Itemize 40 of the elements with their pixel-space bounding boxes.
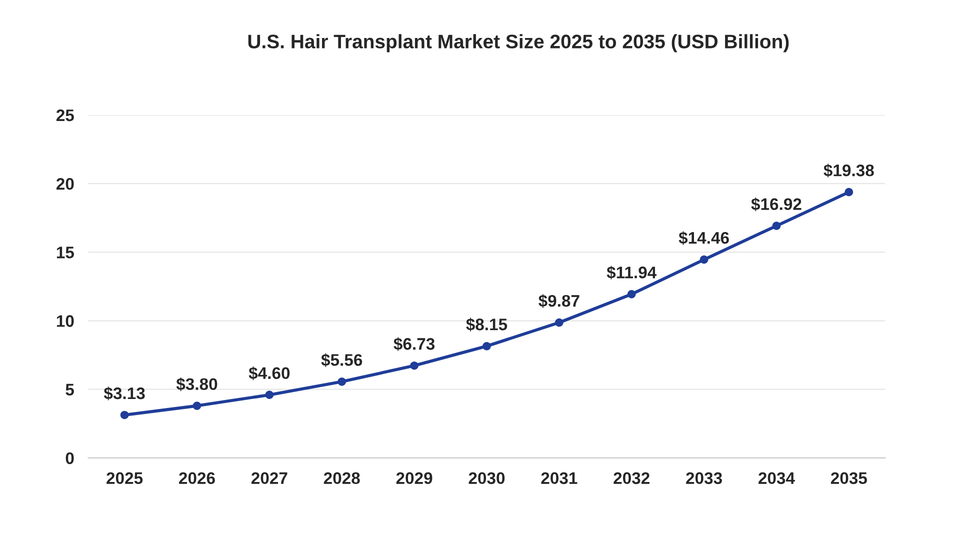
point [192,402,202,410]
y-tick-label: 0 [66,452,74,464]
point [627,290,636,298]
x-tick-label: 2032 [614,472,650,484]
point [844,188,854,196]
x-tick-label: 2028 [324,472,360,484]
x-tick-label: 2029 [396,472,432,484]
point [120,410,129,420]
data-label: $19.38 [824,164,874,178]
data-label: $3.80 [176,377,218,392]
point [410,361,418,370]
data-label: $3.13 [104,386,145,400]
y-tick-label: 20 [56,178,74,190]
x-tick-label: 2033 [686,472,722,484]
x-tick-label: 2034 [758,472,795,484]
y-tick-label: 15 [56,246,74,258]
x-tick-label: 2030 [468,472,505,484]
y-tick-label: 10 [56,315,74,327]
point [772,222,781,230]
x-tick-label: 2025 [106,472,143,484]
point [700,255,708,264]
y-tick-label: 5 [66,384,74,396]
data-label: $5.56 [321,353,362,367]
x-tick-label: 2035 [830,472,867,484]
y-tick-label: 25 [56,109,74,122]
point [338,377,346,386]
x-tick-label: 2027 [251,472,288,484]
point [265,390,274,399]
data-label: $16.92 [751,198,802,212]
point [554,318,564,327]
data-label: $6.73 [394,337,435,351]
data-label: $14.46 [678,231,729,245]
data-label: $9.87 [538,294,580,308]
x-tick-label: 2026 [179,472,215,484]
data-label: $8.15 [466,318,508,332]
point [482,342,491,350]
data-label: $4.60 [248,366,290,380]
data-label: $11.94 [606,266,657,280]
x-tick-label: 2031 [541,472,578,484]
chart-title: U.S. Hair Transplant Market Size 2025 to 2035 (USD Billion) [248,34,789,52]
